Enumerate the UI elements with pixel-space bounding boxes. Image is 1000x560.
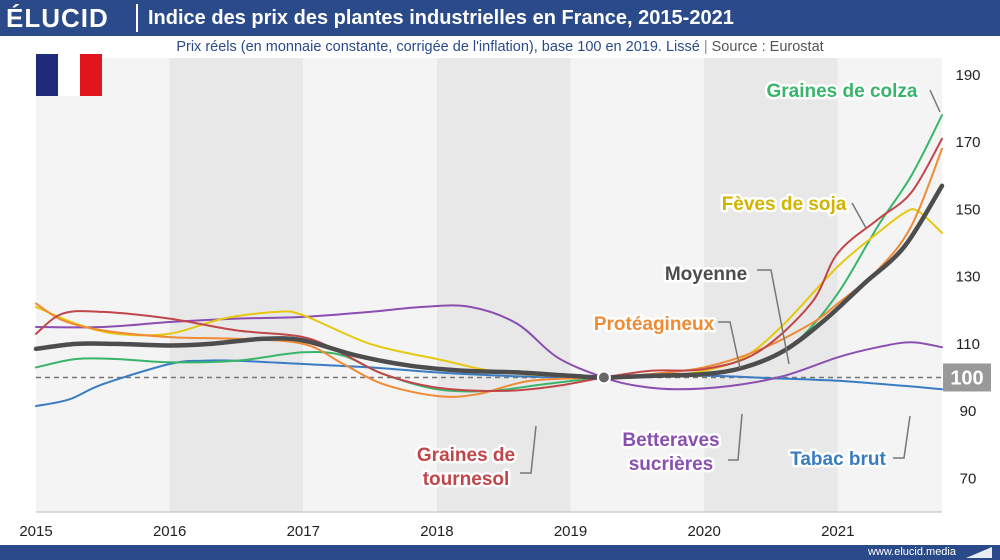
series-label-tabac-brut: Tabac brut: [790, 449, 886, 470]
x-tick-label: 2019: [554, 523, 587, 540]
series-label-halo: Protéagineux: [594, 314, 715, 335]
y-tick-label: 110: [956, 336, 980, 353]
series-label-halo: Tabac brut: [790, 449, 886, 470]
elucid-logo: ÉLUCID: [6, 3, 109, 33]
footer-bar: www.elucid.media: [0, 545, 1000, 560]
y-tick-label: 130: [955, 269, 980, 286]
series-label-graines-de-tournesol: tournesol: [423, 469, 510, 490]
y-tick-label: 70: [960, 470, 977, 487]
series-label-halo: sucrières: [629, 454, 714, 475]
x-tick-label: 2015: [19, 523, 52, 540]
series-label-halo: Betteraves: [622, 430, 719, 451]
x-tick-label: 2017: [287, 523, 320, 540]
series-label-proteagineux: Protéagineux: [594, 314, 715, 335]
leader-line-tabac-brut: [893, 415, 911, 459]
series-label-graines-de-colza: Graines de colza: [766, 81, 917, 102]
baseline-badge-label: 100: [950, 367, 983, 389]
series-line-moyenne: [33, 183, 945, 380]
series-label-betteraves-sucrieres: Betteraves: [622, 430, 719, 451]
chart-subtitle: Prix réels (en monnaie constante, corrig…: [0, 37, 1000, 57]
subtitle-text: Prix réels (en monnaie constante, corrig…: [176, 39, 700, 55]
x-tick-label: 2016: [153, 523, 186, 540]
year-band: [36, 58, 170, 512]
series-label-moyenne: Moyenne: [665, 264, 747, 285]
series-label-halo: Graines de colza: [766, 81, 917, 102]
baseline-badge: [943, 363, 991, 392]
leader-line-feves-de-soja: [851, 202, 867, 229]
header-bar: ÉLUCID Indice des prix des plantes indus…: [0, 0, 1000, 36]
year-band: [303, 58, 437, 512]
x-tick-label: 2018: [420, 523, 453, 540]
series-label-feves-de-soja: Fèves de soja: [722, 194, 847, 215]
leader-line-graines-de-tournesol: [520, 425, 537, 474]
leader-line-graines-de-colza: [929, 89, 941, 113]
y-tick-label: 190: [955, 67, 980, 84]
series-label-halo: tournesol: [423, 469, 510, 490]
series-label-betteraves-sucrieres: sucrières: [629, 454, 714, 475]
subtitle-separator: |: [703, 39, 708, 55]
footer-url[interactable]: www.elucid.media: [867, 546, 956, 558]
year-band: [704, 58, 838, 512]
reference-point: [596, 370, 611, 385]
chart-title: Indice des prix des plantes industrielle…: [148, 7, 734, 29]
year-band: [436, 58, 571, 512]
elucid-mark-icon: [966, 547, 992, 558]
series-line-proteagineux: [35, 147, 943, 398]
line-chart: 2015 2016 2017 2018 2019 2020 2021 190 170 150 130…: [19, 54, 1000, 540]
y-tick-label: 170: [955, 134, 980, 151]
series-label-halo: Fèves de soja: [722, 194, 847, 215]
leader-line-moyenne: [757, 269, 790, 365]
series-line-tabac-brut: [35, 359, 943, 408]
series-label-graines-de-tournesol: Graines de: [417, 445, 515, 466]
leader-line-proteagineux: [718, 321, 741, 369]
x-tick-label: 2021: [821, 523, 854, 540]
year-band: [169, 58, 304, 512]
leader-line-betteraves-sucrieres: [728, 413, 743, 461]
series-label-halo: Moyenne: [665, 264, 747, 285]
flag-blue-stripe: [36, 54, 58, 96]
logo-divider: [136, 4, 138, 32]
series-label-halo: Graines de: [417, 445, 515, 466]
x-tick-label: 2020: [687, 523, 720, 540]
year-band: [837, 58, 942, 512]
series-line-betteraves-sucrieres: [35, 304, 943, 391]
source-text: Source : Eurostat: [711, 39, 824, 55]
flag-white-stripe: [58, 54, 80, 96]
y-tick-label: 150: [955, 201, 980, 218]
series-line-graines-de-tournesol: [35, 137, 943, 392]
y-axis-strip: [942, 58, 1000, 512]
y-tick-label: 90: [960, 403, 977, 420]
year-band: [570, 58, 705, 512]
series-line-graines-de-colza: [35, 114, 943, 393]
flag-red-stripe: [80, 54, 102, 96]
